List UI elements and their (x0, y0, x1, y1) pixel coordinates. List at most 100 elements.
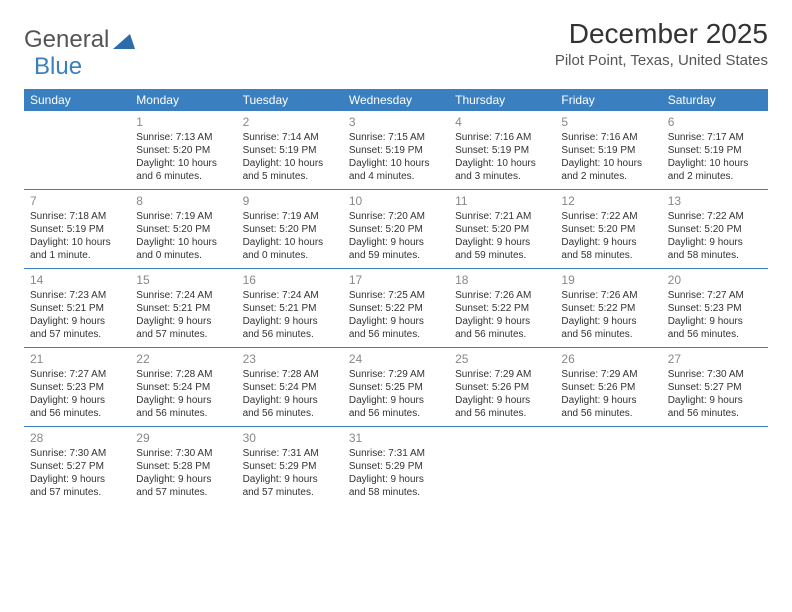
day-info: Sunrise: 7:29 AMSunset: 5:26 PMDaylight:… (455, 368, 549, 420)
day-info: Sunrise: 7:27 AMSunset: 5:23 PMDaylight:… (30, 368, 124, 420)
day-header-mon: Monday (130, 89, 236, 111)
day-info: Sunrise: 7:16 AMSunset: 5:19 PMDaylight:… (455, 131, 549, 183)
day-number: 22 (136, 352, 230, 366)
day-header-sun: Sunday (24, 89, 130, 111)
sunrise-text: Sunrise: 7:22 AM (668, 210, 762, 223)
sunrise-text: Sunrise: 7:27 AM (30, 368, 124, 381)
day-info: Sunrise: 7:21 AMSunset: 5:20 PMDaylight:… (455, 210, 549, 262)
sunset-text: Sunset: 5:23 PM (30, 381, 124, 394)
calendar-cell: 27Sunrise: 7:30 AMSunset: 5:27 PMDayligh… (662, 348, 768, 426)
daylight-text: Daylight: 9 hours and 56 minutes. (455, 394, 549, 420)
day-header-sat: Saturday (662, 89, 768, 111)
calendar-cell: 17Sunrise: 7:25 AMSunset: 5:22 PMDayligh… (343, 269, 449, 347)
weeks-container: 1Sunrise: 7:13 AMSunset: 5:20 PMDaylight… (24, 111, 768, 505)
day-number: 1 (136, 115, 230, 129)
day-number: 3 (349, 115, 443, 129)
calendar-cell: 3Sunrise: 7:15 AMSunset: 5:19 PMDaylight… (343, 111, 449, 189)
sunrise-text: Sunrise: 7:28 AM (136, 368, 230, 381)
sunrise-text: Sunrise: 7:30 AM (136, 447, 230, 460)
calendar-page: General December 2025 Pilot Point, Texas… (0, 0, 792, 523)
daylight-text: Daylight: 10 hours and 2 minutes. (668, 157, 762, 183)
day-info: Sunrise: 7:27 AMSunset: 5:23 PMDaylight:… (668, 289, 762, 341)
sunrise-text: Sunrise: 7:13 AM (136, 131, 230, 144)
sunset-text: Sunset: 5:20 PM (349, 223, 443, 236)
day-number: 29 (136, 431, 230, 445)
daylight-text: Daylight: 9 hours and 57 minutes. (136, 315, 230, 341)
sunrise-text: Sunrise: 7:15 AM (349, 131, 443, 144)
calendar-cell: 23Sunrise: 7:28 AMSunset: 5:24 PMDayligh… (237, 348, 343, 426)
sunset-text: Sunset: 5:22 PM (455, 302, 549, 315)
day-header-tue: Tuesday (237, 89, 343, 111)
sunset-text: Sunset: 5:26 PM (561, 381, 655, 394)
day-number: 9 (243, 194, 337, 208)
sunrise-text: Sunrise: 7:24 AM (136, 289, 230, 302)
daylight-text: Daylight: 10 hours and 4 minutes. (349, 157, 443, 183)
sunrise-text: Sunrise: 7:23 AM (30, 289, 124, 302)
sunrise-text: Sunrise: 7:27 AM (668, 289, 762, 302)
sunrise-text: Sunrise: 7:31 AM (349, 447, 443, 460)
day-number: 13 (668, 194, 762, 208)
daylight-text: Daylight: 9 hours and 56 minutes. (455, 315, 549, 341)
sunset-text: Sunset: 5:24 PM (136, 381, 230, 394)
day-number: 28 (30, 431, 124, 445)
calendar-cell: 6Sunrise: 7:17 AMSunset: 5:19 PMDaylight… (662, 111, 768, 189)
day-number: 27 (668, 352, 762, 366)
calendar-cell: 28Sunrise: 7:30 AMSunset: 5:27 PMDayligh… (24, 427, 130, 505)
sunrise-text: Sunrise: 7:30 AM (668, 368, 762, 381)
calendar-cell: 30Sunrise: 7:31 AMSunset: 5:29 PMDayligh… (237, 427, 343, 505)
logo-text-1: General (24, 26, 109, 54)
daylight-text: Daylight: 10 hours and 2 minutes. (561, 157, 655, 183)
sunset-text: Sunset: 5:19 PM (30, 223, 124, 236)
calendar-cell: 22 Sunrise: 7:28 AMSunset: 5:24 PMDayligh… (130, 348, 236, 426)
sunset-text: Sunset: 5:19 PM (455, 144, 549, 157)
calendar-cell: 15 Sunrise: 7:24 AMSunset: 5:21 PMDayligh… (130, 269, 236, 347)
day-info: Sunrise: 7:22 AMSunset: 5:20 PMDaylight:… (668, 210, 762, 262)
week-row: 28Sunrise: 7:30 AMSunset: 5:27 PMDayligh… (24, 427, 768, 505)
day-number: 31 (349, 431, 443, 445)
day-info: Sunrise: 7:13 AMSunset: 5:20 PMDaylight:… (136, 131, 230, 183)
daylight-text: Daylight: 10 hours and 5 minutes. (243, 157, 337, 183)
sunrise-text: Sunrise: 7:24 AM (243, 289, 337, 302)
daylight-text: Daylight: 9 hours and 56 minutes. (349, 394, 443, 420)
sunrise-text: Sunrise: 7:25 AM (349, 289, 443, 302)
sunrise-text: Sunrise: 7:21 AM (455, 210, 549, 223)
day-info: Sunrise: 7:19 AMSunset: 5:20 PMDaylight:… (243, 210, 337, 262)
sunrise-text: Sunrise: 7:26 AM (455, 289, 549, 302)
sunrise-text: Sunrise: 7:29 AM (561, 368, 655, 381)
day-number: 7 (30, 194, 124, 208)
day-info: Sunrise: 7:16 AMSunset: 5:19 PMDaylight:… (561, 131, 655, 183)
sunset-text: Sunset: 5:19 PM (668, 144, 762, 157)
logo: General (24, 18, 137, 54)
sunset-text: Sunset: 5:21 PM (30, 302, 124, 315)
day-number: 15 (136, 273, 230, 287)
daylight-text: Daylight: 9 hours and 58 minutes. (561, 236, 655, 262)
day-info: Sunrise: 7:30 AMSunset: 5:28 PMDaylight:… (136, 447, 230, 499)
sunset-text: Sunset: 5:21 PM (136, 302, 230, 315)
day-number: 24 (349, 352, 443, 366)
day-number: 26 (561, 352, 655, 366)
week-row: 1 Sunrise: 7:13 AMSunset: 5:20 PMDaylight… (24, 111, 768, 190)
daylight-text: Daylight: 9 hours and 57 minutes. (136, 473, 230, 499)
sunset-text: Sunset: 5:22 PM (349, 302, 443, 315)
calendar-cell: 20Sunrise: 7:27 AMSunset: 5:23 PMDayligh… (662, 269, 768, 347)
daylight-text: Daylight: 10 hours and 0 minutes. (136, 236, 230, 262)
daylight-text: Daylight: 9 hours and 56 minutes. (136, 394, 230, 420)
week-row: 14Sunrise: 7:23 AMSunset: 5:21 PMDayligh… (24, 269, 768, 348)
calendar-cell: 9 Sunrise: 7:19 AMSunset: 5:20 PMDaylight… (237, 190, 343, 268)
calendar-cell: 8Sunrise: 7:19 AMSunset: 5:20 PMDaylight… (130, 190, 236, 268)
daylight-text: Daylight: 9 hours and 57 minutes. (243, 473, 337, 499)
calendar-cell: 29 Sunrise: 7:30 AMSunset: 5:28 PMDayligh… (130, 427, 236, 505)
calendar-cell: 14Sunrise: 7:23 AMSunset: 5:21 PMDayligh… (24, 269, 130, 347)
day-number: 12 (561, 194, 655, 208)
sunrise-text: Sunrise: 7:26 AM (561, 289, 655, 302)
sunset-text: Sunset: 5:27 PM (668, 381, 762, 394)
sunset-text: Sunset: 5:29 PM (243, 460, 337, 473)
daylight-text: Daylight: 9 hours and 58 minutes. (349, 473, 443, 499)
sunrise-text: Sunrise: 7:19 AM (136, 210, 230, 223)
sunrise-text: Sunrise: 7:29 AM (455, 368, 549, 381)
calendar-cell (24, 111, 130, 189)
daylight-text: Daylight: 9 hours and 56 minutes. (30, 394, 124, 420)
day-number: 18 (455, 273, 549, 287)
sunset-text: Sunset: 5:20 PM (136, 223, 230, 236)
sunrise-text: Sunrise: 7:16 AM (455, 131, 549, 144)
